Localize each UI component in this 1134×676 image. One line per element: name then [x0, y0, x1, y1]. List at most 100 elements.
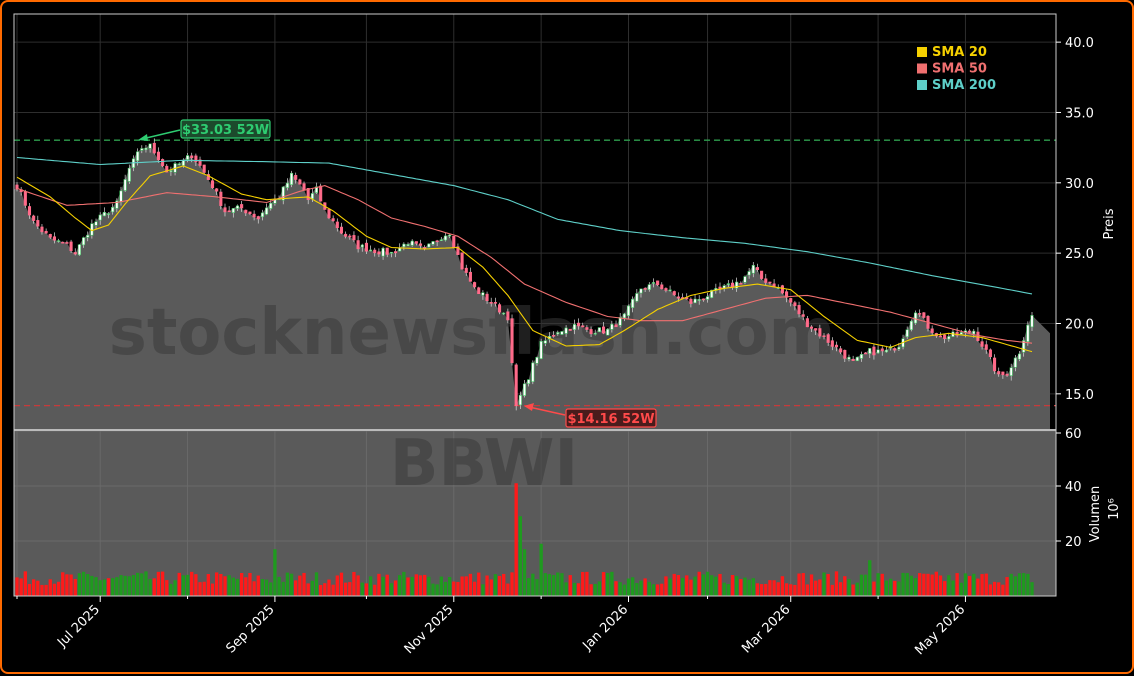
candle-body	[897, 346, 901, 350]
volume-bar	[959, 582, 963, 596]
volume-bar	[926, 573, 930, 596]
candle-body	[281, 186, 285, 201]
volume-bar	[1005, 577, 1009, 596]
volume-bar	[718, 573, 722, 596]
volume-bar	[789, 584, 793, 596]
candle-body	[152, 142, 156, 154]
candle-body	[585, 327, 589, 330]
candle-body	[427, 243, 431, 248]
volume-bar	[260, 579, 265, 596]
volume-bar	[377, 573, 381, 596]
candle-body	[801, 314, 805, 317]
volume-bar	[755, 583, 760, 596]
sma-200-line	[16, 156, 1033, 295]
candle-body	[1001, 371, 1005, 376]
candle-body	[314, 186, 319, 193]
volume-bar	[477, 572, 481, 596]
candle-body	[805, 318, 809, 328]
candle-body	[739, 282, 743, 285]
candle-body	[414, 241, 418, 244]
candle-body	[148, 143, 152, 149]
candle-body	[984, 344, 988, 350]
candle-body	[423, 247, 427, 249]
volume-bar	[814, 580, 818, 596]
volume-bar	[456, 581, 460, 596]
volume-bar	[406, 577, 410, 596]
volume-bar	[502, 573, 506, 596]
candle-body	[198, 159, 202, 166]
candle-body	[435, 240, 439, 243]
x-tick-label: Jan 2026	[580, 602, 632, 654]
candle-body	[518, 394, 522, 406]
volume-bar	[119, 575, 123, 596]
volume-bar	[235, 578, 240, 596]
candle-body	[876, 349, 880, 354]
volume-bar	[285, 572, 290, 596]
legend-label: SMA 20	[932, 45, 987, 60]
candle-body	[61, 241, 65, 244]
candle-body	[15, 184, 19, 190]
candle-body	[402, 243, 406, 248]
candle-body	[348, 235, 352, 238]
volume-bar	[481, 584, 485, 596]
volume-bar	[784, 583, 789, 596]
volume-bar	[984, 573, 988, 596]
candle-body	[510, 318, 514, 364]
candle-body	[631, 298, 635, 309]
volume-bar	[560, 573, 564, 596]
candle-body	[161, 159, 165, 167]
volume-bar	[868, 560, 872, 596]
volume-bar	[44, 584, 48, 596]
candle-body	[473, 282, 477, 288]
volume-bar	[872, 581, 876, 596]
volume-bar	[348, 582, 352, 596]
volume-bar	[185, 574, 190, 596]
volume-bar	[443, 581, 448, 596]
candle-body	[1013, 357, 1017, 368]
volume-bar	[880, 573, 884, 596]
volume-bar	[65, 574, 69, 596]
volume-bar	[967, 575, 972, 596]
candle-body	[913, 312, 918, 324]
volume-bar	[689, 579, 693, 596]
volume-bar	[73, 578, 77, 596]
volume-bar	[86, 573, 90, 596]
candle-body	[86, 234, 90, 238]
candle-body	[36, 220, 40, 227]
candle-body	[601, 326, 606, 334]
volume-bar	[976, 578, 980, 596]
candle-body	[772, 283, 776, 287]
volume-bar	[643, 578, 647, 596]
candle-body	[552, 334, 556, 337]
candle-body	[676, 296, 680, 299]
candle-body	[643, 288, 647, 290]
candle-body	[535, 357, 539, 364]
candle-body	[560, 331, 564, 335]
volume-bar	[747, 579, 751, 596]
volume-bar	[423, 574, 427, 596]
candle-body	[610, 323, 614, 330]
candle-body	[968, 330, 972, 333]
volume-bar	[951, 580, 955, 596]
volume-bar	[202, 581, 206, 596]
volume-tick-label: 40	[1065, 480, 1082, 495]
volume-bar	[368, 576, 373, 596]
volume-bar	[676, 574, 681, 596]
volume-bar	[152, 578, 156, 596]
candle-body	[294, 174, 298, 180]
candle-body	[77, 244, 81, 256]
candle-body	[1022, 340, 1026, 353]
candle-body	[847, 356, 851, 360]
volume-bar	[589, 584, 593, 596]
volume-bar	[697, 571, 701, 596]
candle-body	[102, 212, 106, 217]
volume-bar	[714, 576, 718, 596]
volume-bar	[81, 571, 86, 596]
candle-body	[993, 357, 997, 372]
candle-body	[922, 312, 926, 318]
volume-bar	[485, 575, 489, 596]
candle-body	[568, 328, 572, 331]
volume-bar	[106, 578, 111, 596]
candle-body	[577, 322, 581, 327]
volume-bar	[805, 584, 810, 596]
